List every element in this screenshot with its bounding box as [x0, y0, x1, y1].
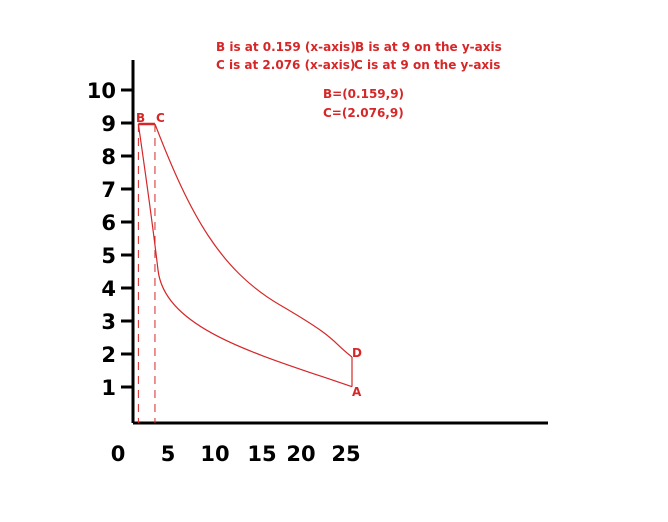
- point-label-d: D: [352, 346, 362, 360]
- point-label-c: C: [156, 111, 165, 125]
- x-tick-label: 20: [286, 442, 315, 466]
- point-label-a: A: [352, 385, 362, 399]
- y-tick-label: 9: [101, 112, 116, 136]
- y-tick-label: 2: [101, 343, 116, 367]
- x-tick-label: 15: [247, 442, 276, 466]
- note-b-y: B is at 9 on the y-axis: [355, 40, 502, 54]
- note-c-x: C is at 2.076 (x-axis): [216, 58, 356, 72]
- point-label-b: B: [136, 111, 145, 125]
- y-tick-label: 5: [101, 244, 116, 268]
- note-c-y: C is at 9 on the y-axis: [354, 58, 501, 72]
- curve-ab: [137, 123, 353, 388]
- y-tick-label: 4: [101, 277, 116, 301]
- note-b-x: B is at 0.159 (x-axis): [216, 40, 356, 54]
- x-tick-label: 5: [161, 442, 176, 466]
- y-tick-label: 7: [101, 178, 116, 202]
- y-tick-label: 1: [101, 376, 116, 400]
- coord-b: B=(0.159,9): [323, 87, 405, 101]
- y-tick-label: 6: [101, 211, 116, 235]
- coord-c: C=(2.076,9): [323, 106, 404, 120]
- y-tick-label: 8: [101, 145, 116, 169]
- x-tick-label: 10: [200, 442, 229, 466]
- y-tick-label: 3: [101, 310, 116, 334]
- x-tick-label: 0: [111, 442, 126, 466]
- curve-cd: [154, 123, 353, 358]
- y-tick-label: 10: [87, 79, 116, 103]
- x-tick-label: 25: [331, 442, 360, 466]
